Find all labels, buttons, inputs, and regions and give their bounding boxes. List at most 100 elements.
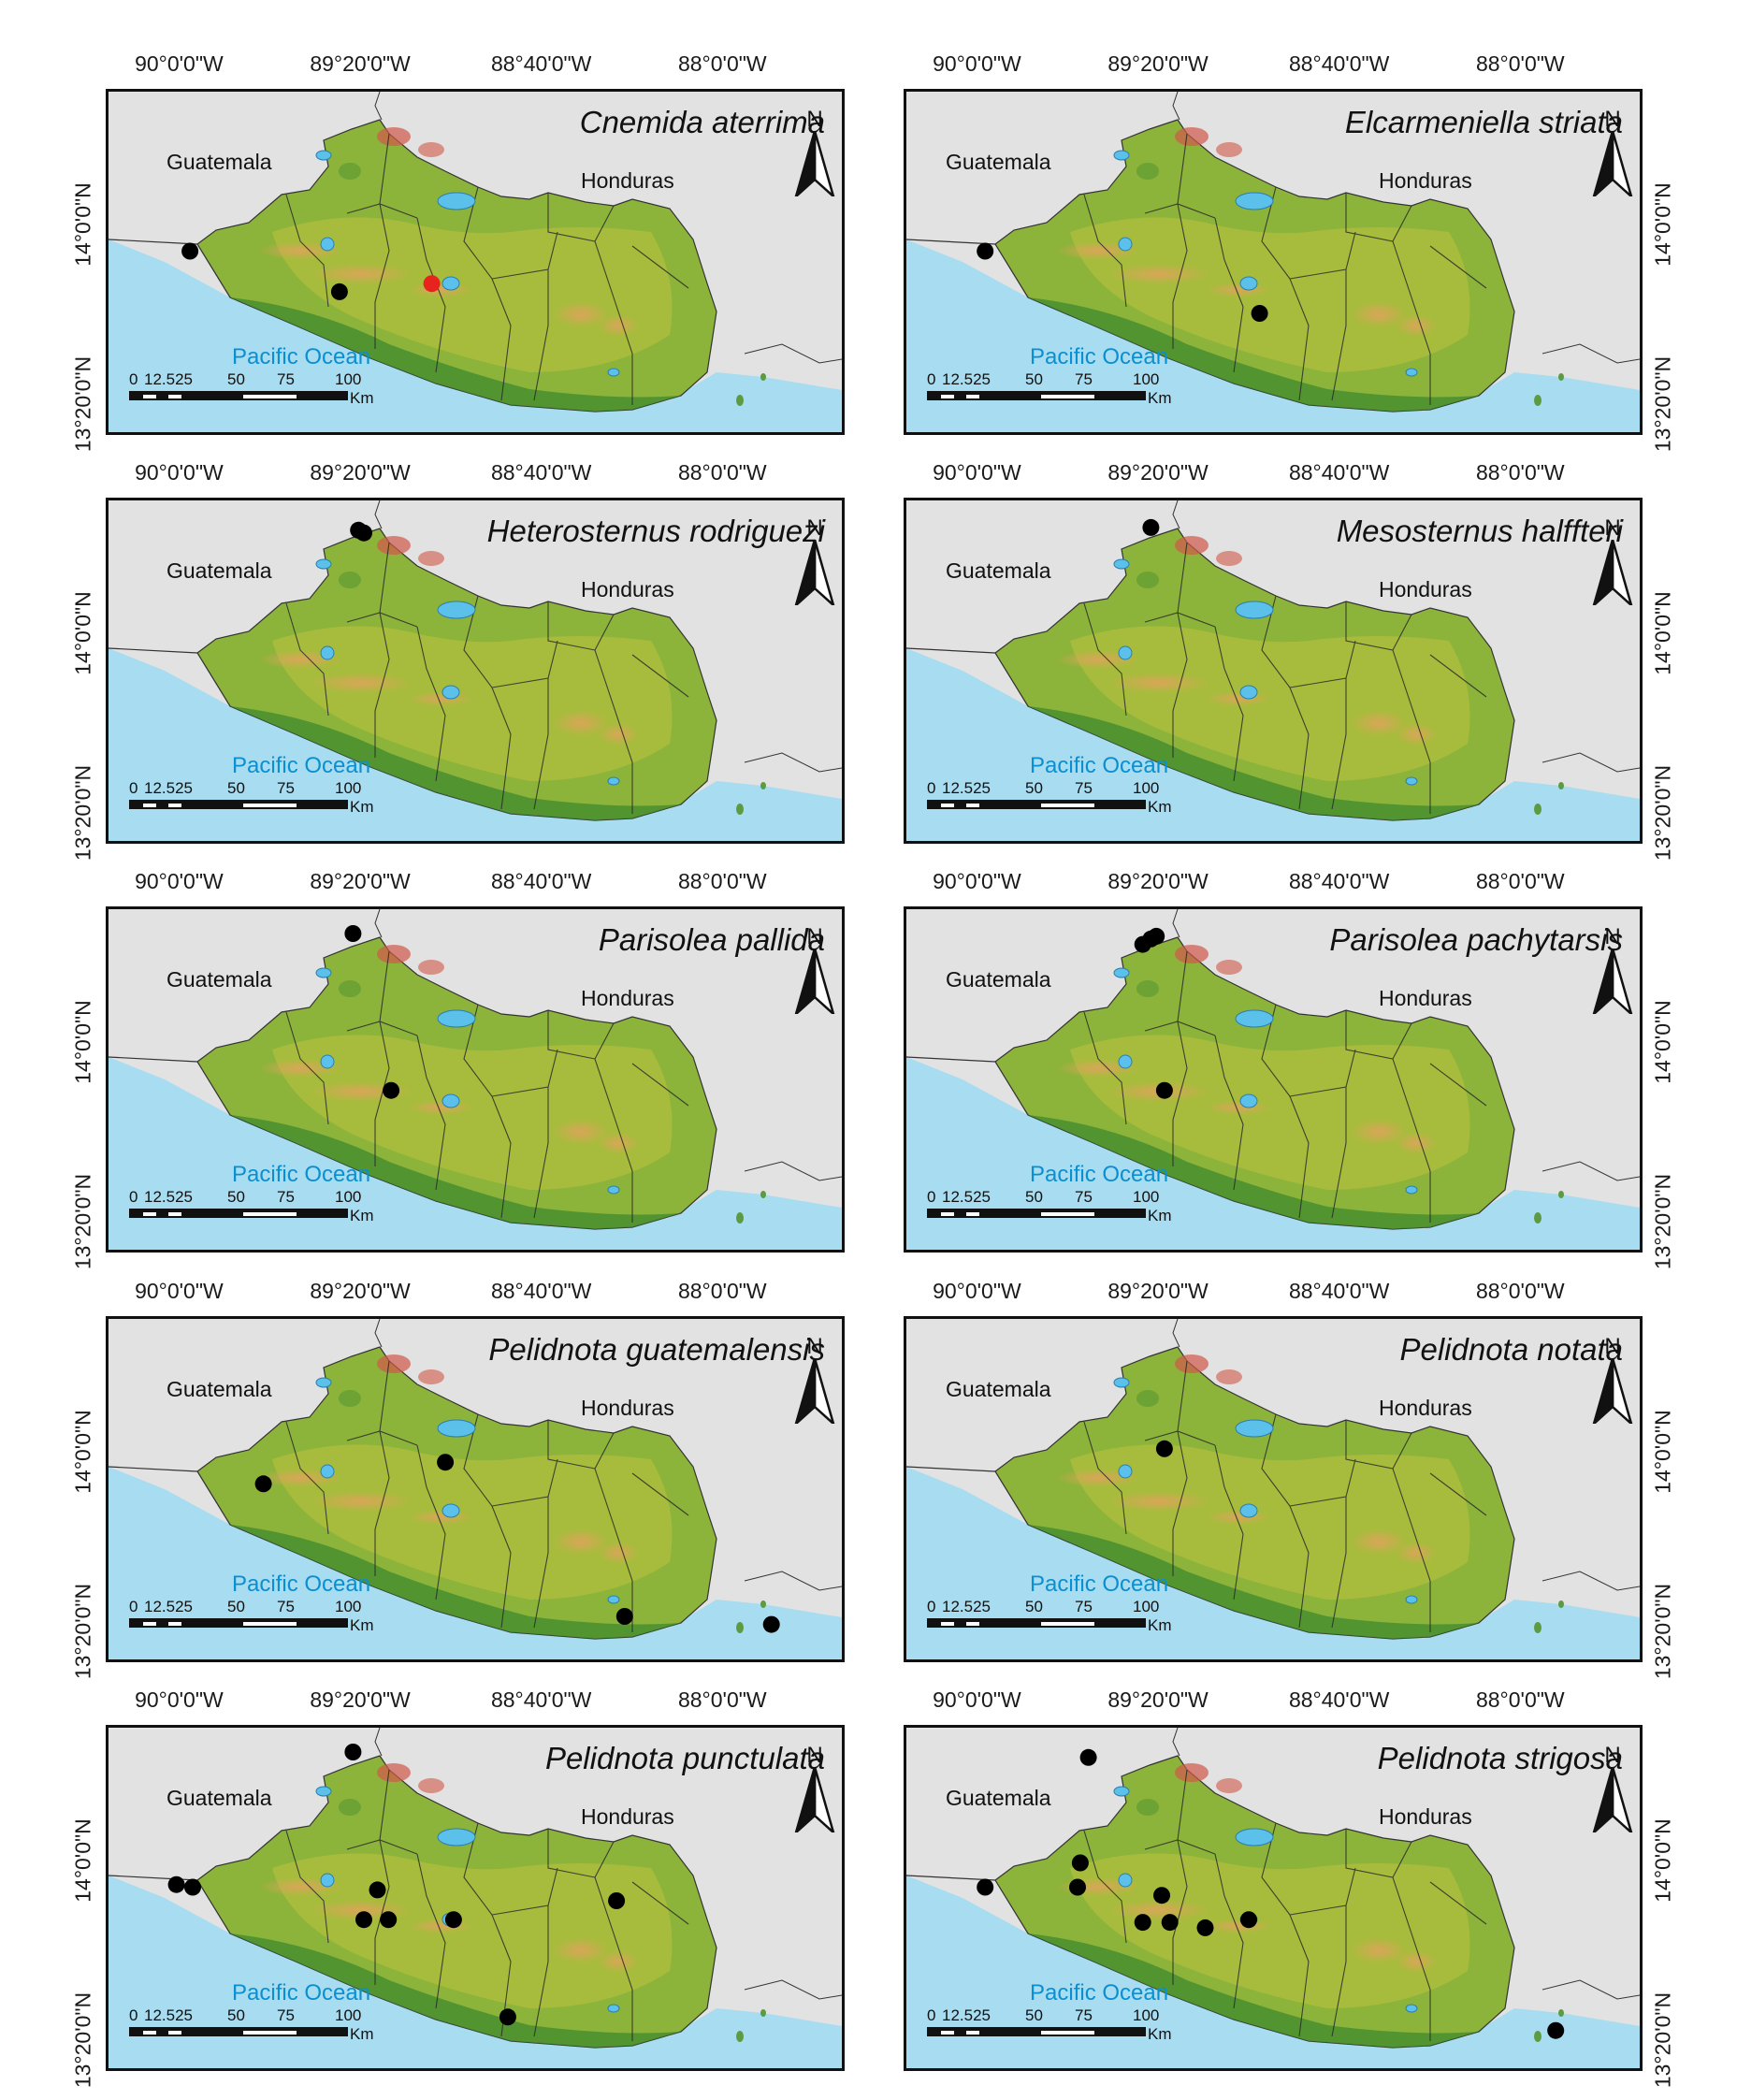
north-arrow: N bbox=[791, 515, 838, 609]
scale-label: 100 bbox=[1133, 779, 1160, 797]
record-point bbox=[1142, 518, 1160, 536]
country-label-guatemala: Guatemala bbox=[946, 967, 1051, 992]
scale-label: 12.525 bbox=[144, 779, 193, 797]
scale-bar: 0 12.525 50 75 100 Km bbox=[927, 2006, 1226, 2049]
north-label: N bbox=[806, 1743, 823, 1768]
country-label-honduras: Honduras bbox=[1379, 986, 1472, 1010]
scale-label: 0 bbox=[129, 779, 138, 797]
record-point bbox=[344, 925, 362, 942]
scale-bar: 0 12.525 50 75 100 Km bbox=[129, 1188, 428, 1231]
north-label: N bbox=[806, 924, 823, 949]
longitude-tick-label: 88°40'0"W bbox=[1288, 460, 1390, 485]
scale-bar-graphic bbox=[927, 1209, 1146, 1218]
country-label-guatemala: Guatemala bbox=[946, 1786, 1051, 1810]
ocean-area bbox=[109, 1057, 842, 1250]
longitude-tick-label: 88°40'0"W bbox=[1288, 1687, 1390, 1712]
country-label-honduras: Honduras bbox=[1379, 168, 1472, 193]
scale-label: 12.525 bbox=[144, 1188, 193, 1206]
scale-label: 0 bbox=[927, 370, 936, 388]
scale-bar-unit: Km bbox=[1148, 1207, 1172, 1224]
record-point bbox=[608, 1892, 626, 1909]
record-point bbox=[1161, 1914, 1179, 1932]
country-label-honduras: Honduras bbox=[581, 986, 674, 1010]
longitude-tick-label: 90°0'0"W bbox=[933, 1279, 1021, 1303]
species-name: Parisolea pachytarsis bbox=[1329, 922, 1623, 957]
longitude-tick-label: 88°40'0"W bbox=[490, 460, 592, 485]
longitude-tick-label: 88°0'0"W bbox=[677, 869, 767, 893]
species-name: Cnemida aterrima bbox=[579, 105, 825, 139]
record-layer bbox=[344, 925, 400, 1099]
north-label: N bbox=[806, 107, 823, 132]
north-arrow: N bbox=[1589, 515, 1636, 609]
scale-bar-graphic bbox=[129, 1209, 348, 1218]
ocean-area bbox=[906, 648, 1640, 841]
species-name: Heterosternus rodriguezi bbox=[486, 514, 825, 548]
record-point bbox=[1134, 1914, 1151, 1932]
record-point bbox=[1155, 1440, 1173, 1457]
map-canvas bbox=[109, 500, 842, 841]
record-point bbox=[181, 242, 199, 260]
scale-label: 12.525 bbox=[942, 779, 991, 797]
species-name: Pelidnota punctulata bbox=[544, 1741, 825, 1775]
latitude-tick-label: 13°20'0"N bbox=[1650, 1174, 1675, 1270]
record-layer bbox=[350, 521, 372, 542]
north-label: N bbox=[1604, 924, 1621, 949]
north-arrow: N bbox=[791, 924, 838, 1018]
ocean-area bbox=[109, 648, 842, 841]
record-layer bbox=[977, 242, 1268, 322]
north-label: N bbox=[1604, 1743, 1621, 1768]
species-name: Mesosternus halffteri bbox=[1336, 514, 1623, 548]
map-canvas bbox=[906, 909, 1640, 1250]
scale-label: 75 bbox=[1075, 1188, 1093, 1206]
record-point bbox=[615, 1608, 633, 1625]
record-point-highlight bbox=[423, 275, 441, 293]
scale-label: 50 bbox=[227, 2006, 245, 2024]
record-layer bbox=[977, 1748, 1565, 2039]
map-panel-7: Pelidnota guatemalensis Guatemala Hondur… bbox=[106, 1316, 845, 1662]
country-label-honduras: Honduras bbox=[1379, 577, 1472, 601]
country-label-honduras: Honduras bbox=[581, 1804, 674, 1829]
longitude-tick-label: 88°40'0"W bbox=[490, 1279, 592, 1303]
longitude-tick-label: 88°0'0"W bbox=[1475, 51, 1565, 76]
scale-label: 100 bbox=[1133, 1598, 1160, 1615]
scale-label: 75 bbox=[277, 1188, 295, 1206]
scale-bar-unit: Km bbox=[350, 2025, 374, 2043]
longitude-tick-label: 90°0'0"W bbox=[135, 1279, 224, 1303]
scale-bar-graphic bbox=[927, 391, 1146, 400]
ocean-label: Pacific Ocean bbox=[1030, 1162, 1169, 1187]
longitude-tick-label: 90°0'0"W bbox=[135, 869, 224, 893]
record-layer bbox=[167, 1744, 626, 2026]
record-point bbox=[1071, 1854, 1089, 1872]
ocean-label: Pacific Ocean bbox=[1030, 1571, 1169, 1597]
scale-bar-unit: Km bbox=[1148, 1616, 1172, 1634]
ocean-label: Pacific Ocean bbox=[232, 1162, 371, 1187]
scale-label: 100 bbox=[1133, 1188, 1160, 1206]
north-arrow: N bbox=[791, 1743, 838, 1836]
scale-bar-unit: Km bbox=[350, 1616, 374, 1634]
north-arrow: N bbox=[1589, 107, 1636, 200]
latitude-tick-label: 14°0'0"N bbox=[70, 181, 95, 267]
scale-label: 50 bbox=[227, 1188, 245, 1206]
map-canvas bbox=[109, 1319, 842, 1659]
ocean-area bbox=[906, 1467, 1640, 1659]
record-layer bbox=[181, 242, 441, 300]
scale-label: 75 bbox=[277, 2006, 295, 2024]
latitude-tick-label: 13°20'0"N bbox=[70, 1174, 95, 1270]
record-point bbox=[355, 524, 372, 542]
longitude-tick-label: 90°0'0"W bbox=[933, 869, 1021, 893]
country-label-honduras: Honduras bbox=[581, 577, 674, 601]
map-panel-5: Parisolea pallida Guatemala Honduras Pac… bbox=[106, 906, 845, 1253]
scale-label: 50 bbox=[227, 779, 245, 797]
scale-label: 100 bbox=[335, 2006, 362, 2024]
north-arrow-icon bbox=[794, 131, 835, 196]
longitude-tick-label: 90°0'0"W bbox=[933, 51, 1021, 76]
scale-bar-unit: Km bbox=[1148, 2025, 1172, 2043]
longitude-tick-label: 90°0'0"W bbox=[135, 460, 224, 485]
scale-label: 50 bbox=[1025, 1598, 1043, 1615]
map-panel-9: Pelidnota punctulata Guatemala Honduras … bbox=[106, 1725, 845, 2071]
north-arrow-icon bbox=[794, 949, 835, 1014]
north-arrow: N bbox=[791, 1334, 838, 1427]
map-canvas bbox=[906, 500, 1640, 841]
scale-bar: 0 12.525 50 75 100 Km bbox=[927, 1188, 1226, 1231]
record-point bbox=[444, 1911, 462, 1929]
